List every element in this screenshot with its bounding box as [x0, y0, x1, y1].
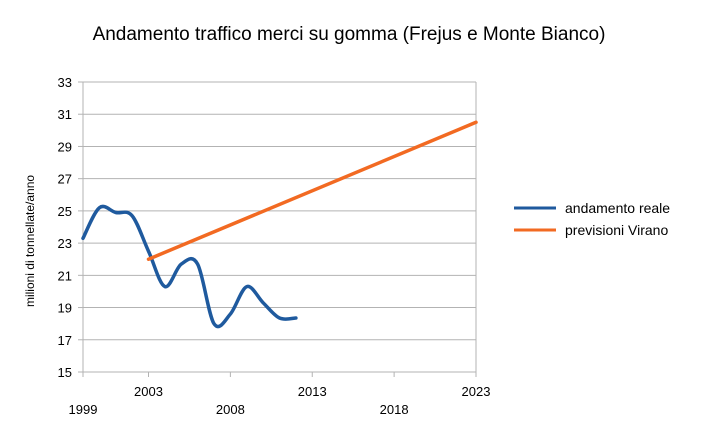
y-tick-label: 29 — [58, 139, 72, 154]
y-tick-label: 21 — [58, 268, 72, 283]
y-tick-label: 23 — [58, 236, 72, 251]
x-tick-label: 2023 — [462, 384, 491, 399]
y-tick-label: 19 — [58, 301, 72, 316]
y-tick-labels: 15 17 19 21 23 25 27 29 31 33 — [58, 75, 72, 380]
legend: andamento reale previsioni Virano — [514, 200, 670, 238]
y-tick-label: 27 — [58, 172, 72, 187]
series-line-previsioni-virano — [146, 120, 478, 261]
grid-lines — [78, 81, 477, 377]
x-tick-label: 2018 — [380, 402, 409, 417]
y-tick-label: 25 — [58, 204, 72, 219]
x-tick-label: 1999 — [69, 402, 98, 417]
series-lines — [81, 120, 478, 329]
y-axis-label: milioni di tonnellate/anno — [23, 175, 37, 307]
y-tick-label: 33 — [58, 75, 72, 90]
y-tick-label: 31 — [58, 107, 72, 122]
x-tick-label: 2008 — [216, 402, 245, 417]
chart-title: Andamento traffico merci su gomma (Freju… — [93, 24, 606, 45]
legend-label-andamento-reale: andamento reale — [565, 200, 670, 216]
y-tick-label: 17 — [58, 333, 72, 348]
y-tick-label: 15 — [58, 365, 72, 380]
x-tick-label: 2003 — [134, 384, 163, 399]
x-tick-label: 2013 — [298, 384, 327, 399]
axes — [82, 82, 477, 377]
x-tick-labels: 1999 2003 2008 2013 2018 2023 — [69, 384, 491, 417]
legend-label-previsioni-virano: previsioni Virano — [565, 222, 668, 238]
series-line-andamento-reale — [81, 204, 298, 329]
